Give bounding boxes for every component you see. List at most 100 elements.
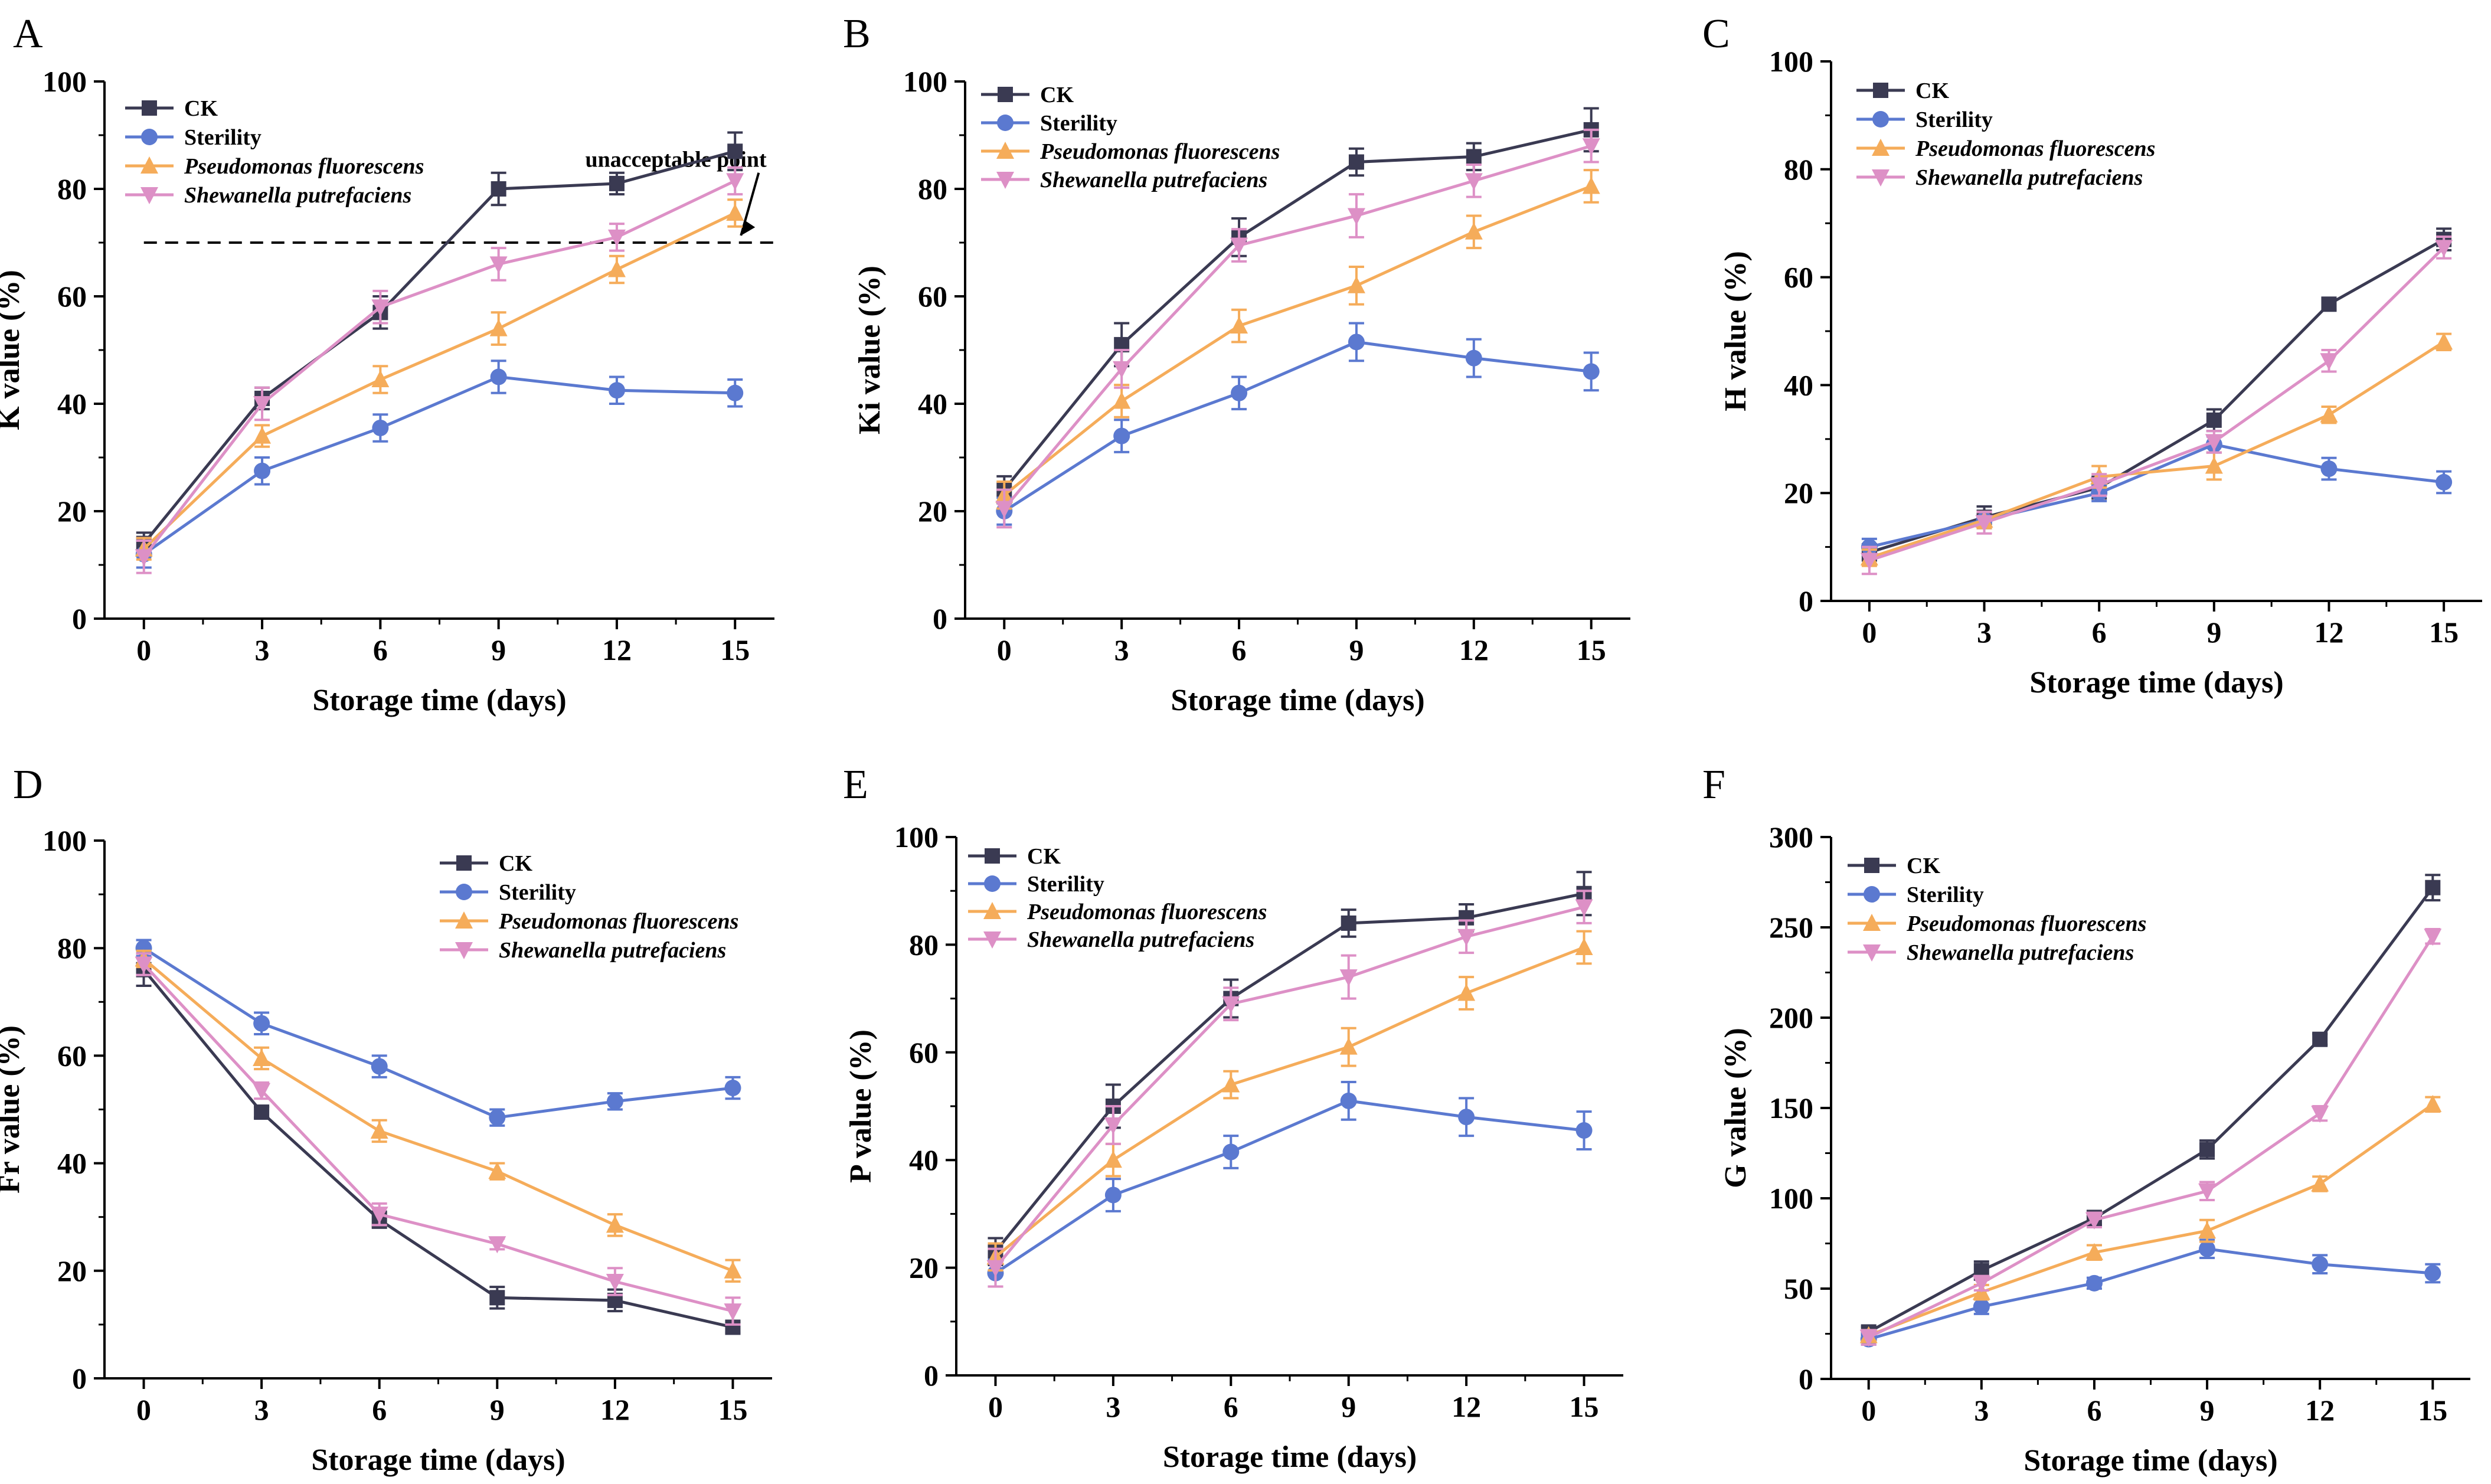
x-axis-label: Storage time (days) bbox=[1171, 684, 1424, 717]
series-ck bbox=[136, 952, 741, 1335]
legend-marker bbox=[455, 942, 473, 959]
series-shewanella-putrefaciens bbox=[995, 128, 1600, 529]
data-point bbox=[608, 382, 625, 399]
legend-label: Shewanella putrefaciens bbox=[1040, 168, 1267, 192]
series-sterility bbox=[135, 939, 741, 1127]
panel-letter: D bbox=[13, 762, 43, 808]
x-axis-label: Storage time (days) bbox=[1163, 1440, 1417, 1474]
y-tick-label: 20 bbox=[1784, 476, 1813, 509]
data-point bbox=[1972, 1275, 1990, 1293]
legend-label: Sterility bbox=[499, 880, 576, 905]
series-line bbox=[1868, 1247, 2433, 1341]
legend-label: Pseudomonas fluorescens bbox=[1027, 900, 1267, 924]
x-tick-label: 3 bbox=[254, 1393, 269, 1426]
x-tick-label: 9 bbox=[2206, 616, 2221, 649]
data-point bbox=[2312, 1031, 2328, 1047]
data-point bbox=[1339, 969, 1358, 987]
panel-a: A 0 3 6 9 12 15 0 20 40 60 80 100 Storage time (days)… bbox=[0, 11, 774, 717]
data-point bbox=[2198, 1183, 2217, 1201]
legend-marker bbox=[1863, 914, 1881, 931]
data-point bbox=[724, 1261, 742, 1279]
data-point bbox=[371, 1058, 388, 1075]
panel-letter: B bbox=[843, 11, 871, 57]
x-tick-label: 3 bbox=[1106, 1390, 1120, 1423]
data-point bbox=[488, 1236, 506, 1254]
legend: CK Sterility Pseudomonas fluorescens Shewan… bbox=[1848, 854, 2146, 965]
data-point bbox=[2320, 353, 2338, 371]
series-line bbox=[142, 179, 736, 558]
data-point bbox=[1464, 222, 1483, 240]
data-point bbox=[2320, 405, 2338, 423]
legend-marker bbox=[1872, 139, 1890, 156]
x-tick-label: 15 bbox=[2418, 1394, 2447, 1427]
x-tick-label: 0 bbox=[1861, 1394, 1876, 1427]
data-point bbox=[489, 256, 508, 274]
legend-marker bbox=[997, 115, 1014, 131]
series-pseudomonas-fluorescens bbox=[1860, 332, 2453, 567]
data-point bbox=[2435, 332, 2453, 350]
data-point bbox=[371, 370, 390, 388]
x-tick-label: 6 bbox=[2087, 1394, 2101, 1427]
legend-label: CK bbox=[1027, 844, 1061, 869]
series-line bbox=[1003, 185, 1592, 496]
y-tick-label: 300 bbox=[1769, 821, 1813, 854]
data-point bbox=[253, 1015, 270, 1032]
y-tick-label: 80 bbox=[1784, 153, 1813, 186]
data-point bbox=[135, 940, 152, 957]
x-tick-label: 0 bbox=[136, 633, 151, 666]
y-tick-label: 60 bbox=[57, 1039, 87, 1072]
legend-marker bbox=[984, 875, 1001, 892]
series-sterility bbox=[996, 322, 1600, 526]
data-point bbox=[726, 203, 744, 221]
data-point bbox=[2206, 412, 2222, 428]
data-point bbox=[1222, 996, 1240, 1014]
y-axis-label: Ki value (%) bbox=[853, 266, 887, 434]
series-line bbox=[142, 969, 734, 1329]
legend-label: Pseudomonas fluorescens bbox=[184, 154, 424, 179]
y-tick-label: 40 bbox=[57, 387, 87, 420]
y-tick-label: 40 bbox=[918, 387, 947, 420]
x-tick-label: 6 bbox=[1224, 1390, 1238, 1423]
data-point bbox=[2321, 296, 2337, 312]
data-point bbox=[489, 1109, 506, 1126]
y-tick-label: 100 bbox=[1769, 1182, 1813, 1215]
series-line bbox=[1868, 935, 2434, 1339]
legend-label: Sterility bbox=[184, 125, 261, 150]
legend-label: Pseudomonas fluorescens bbox=[498, 909, 738, 934]
x-tick-label: 12 bbox=[2305, 1394, 2335, 1427]
series-line bbox=[994, 906, 1585, 1269]
data-point bbox=[2198, 1221, 2217, 1239]
data-point bbox=[1458, 1109, 1475, 1126]
series-line bbox=[1869, 246, 2445, 562]
panel-letter: A bbox=[13, 11, 43, 57]
legend-marker bbox=[142, 100, 157, 116]
series-line bbox=[995, 1099, 1584, 1274]
series-line bbox=[142, 957, 734, 1273]
legend-marker bbox=[983, 902, 1001, 919]
legend: CK Sterility Pseudomonas fluorescens Shewan… bbox=[440, 851, 738, 963]
data-point bbox=[2085, 1274, 2103, 1292]
x-tick-label: 9 bbox=[491, 633, 506, 666]
x-tick-label: 3 bbox=[1977, 616, 1992, 649]
data-point bbox=[490, 368, 507, 385]
series-line bbox=[1869, 341, 2445, 560]
legend-marker bbox=[455, 911, 473, 929]
data-point bbox=[986, 1260, 1005, 1277]
panel-letter: F bbox=[1702, 762, 1725, 808]
legend-label: Shewanella putrefaciens bbox=[499, 938, 726, 963]
legend-marker bbox=[1864, 858, 1879, 873]
panel-d: D 0 3 6 9 12 15 0 20 40 60 80 100 Storage time (days)… bbox=[0, 762, 772, 1477]
data-point bbox=[2199, 1142, 2215, 1158]
x-tick-label: 3 bbox=[1974, 1394, 1989, 1427]
data-point bbox=[253, 396, 272, 413]
series-pseudomonas-fluorescens bbox=[995, 169, 1600, 510]
series-shewanella-putrefaciens bbox=[986, 890, 1593, 1288]
data-point bbox=[135, 549, 153, 567]
x-tick-label: 6 bbox=[2092, 616, 2107, 649]
series-line bbox=[1868, 1103, 2434, 1337]
data-point bbox=[489, 319, 508, 336]
data-point bbox=[1230, 316, 1248, 334]
x-tick-label: 12 bbox=[2314, 616, 2343, 649]
data-point bbox=[1457, 929, 1476, 946]
